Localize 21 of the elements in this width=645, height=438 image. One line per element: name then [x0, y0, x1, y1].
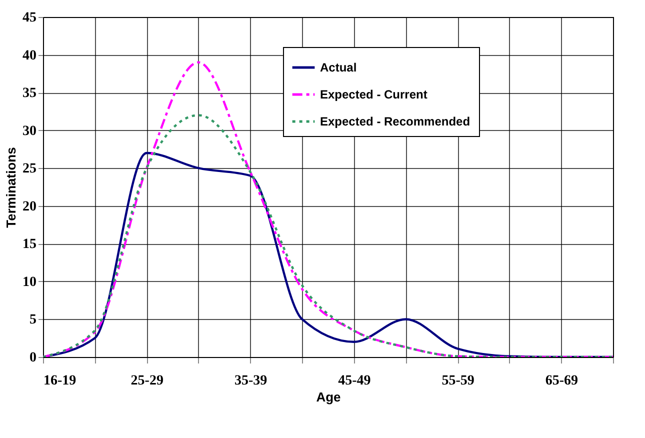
- x-axis-title: Age: [316, 390, 341, 404]
- y-tick-label: 40: [22, 48, 36, 64]
- x-tick-label: 35-39: [234, 374, 268, 388]
- y-tick-label: 15: [22, 237, 36, 252]
- legend-label: Expected - Recommended: [320, 114, 470, 128]
- y-tick-label: 30: [22, 124, 36, 139]
- y-tick-label: 0: [30, 350, 36, 366]
- x-tick-label: 45-49: [338, 374, 371, 388]
- x-tick-label: 25-29: [130, 374, 164, 388]
- y-tick-label: 35: [22, 86, 36, 102]
- x-tick-label: 16-19: [44, 374, 76, 388]
- y-axis-title: Terminations: [4, 147, 18, 228]
- y-tick-label: 5: [30, 312, 36, 328]
- legend-label: Actual: [320, 60, 357, 74]
- y-tick-label: 45: [22, 10, 36, 26]
- y-tick-label: 25: [22, 162, 36, 177]
- x-tick-label: 55-59: [442, 374, 474, 388]
- legend-label: Expected - Current: [320, 88, 428, 102]
- y-tick-label: 10: [22, 274, 36, 290]
- y-tick-label: 20: [22, 199, 36, 214]
- x-tick-label: 65-69: [545, 374, 578, 388]
